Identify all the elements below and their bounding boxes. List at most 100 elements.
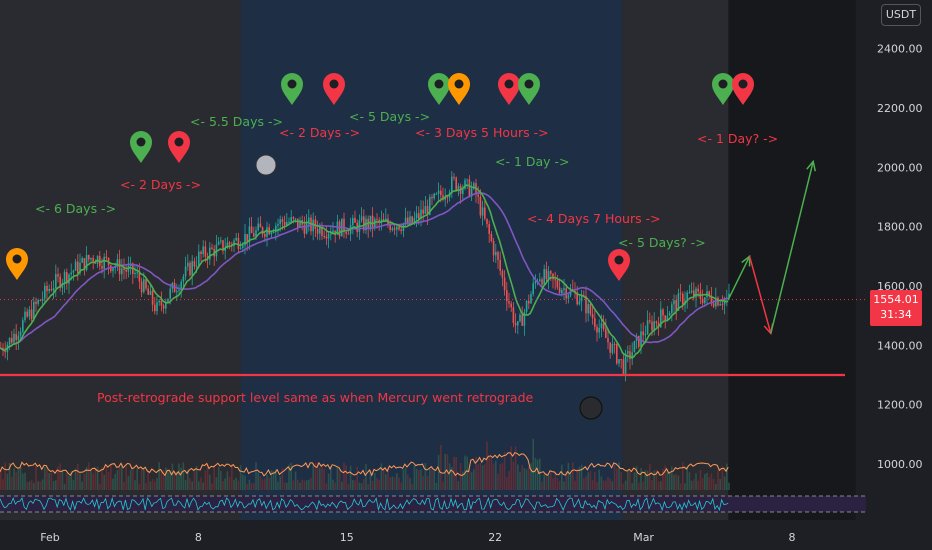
projection-arrow — [748, 256, 772, 334]
volume-bar — [290, 462, 292, 490]
volume-bar — [376, 478, 378, 490]
volume-bar — [145, 483, 147, 490]
volume-bar — [629, 471, 631, 490]
last-price-value: 1554.01 — [873, 293, 919, 306]
volume-bar — [389, 477, 391, 490]
candle-body — [503, 277, 506, 291]
candle-body — [202, 246, 204, 255]
volume-bar — [0, 469, 2, 490]
volume-bar — [556, 477, 559, 490]
volume-bar — [286, 482, 288, 490]
candle-body — [134, 272, 136, 275]
y-tick-label: 1800.00 — [877, 221, 923, 234]
candle-body — [624, 353, 627, 374]
candle-body — [46, 285, 48, 292]
volume-bar — [521, 464, 523, 490]
candle-body — [125, 270, 127, 272]
volume-bar — [708, 477, 710, 490]
candle-body — [363, 216, 365, 231]
duration-annotation: <- 5 Days? -> — [618, 235, 706, 250]
volume-bar — [217, 467, 220, 490]
volume-bar — [253, 483, 255, 490]
candle-body — [39, 300, 42, 302]
volume-bar — [134, 480, 136, 490]
volume-bar — [226, 471, 229, 490]
candle-body — [492, 240, 495, 256]
volume-bar — [224, 478, 226, 490]
candle-body — [371, 215, 374, 227]
volume-bar — [528, 466, 530, 490]
volume-bar — [325, 483, 328, 490]
volume-bar — [426, 475, 429, 490]
volume-bar — [587, 472, 589, 490]
volume-bar — [198, 481, 200, 490]
pin-shape — [498, 73, 520, 105]
volume-bar — [349, 465, 352, 490]
candle-body — [589, 304, 592, 315]
candle-body — [182, 276, 185, 282]
volume-bar — [365, 463, 367, 490]
candle-body — [277, 223, 279, 226]
y-tick-label: 2400.00 — [877, 43, 923, 56]
volume-bar — [259, 475, 262, 490]
pin-hole — [614, 255, 624, 265]
candle-body — [462, 188, 464, 194]
candle-body — [396, 226, 398, 230]
candle-body — [360, 216, 363, 221]
pin-shape — [6, 248, 28, 280]
volume-bar — [363, 479, 365, 490]
candle-body — [242, 245, 244, 248]
volume-bar — [398, 477, 400, 490]
candle-body — [552, 273, 554, 280]
candle-body — [649, 320, 651, 322]
volume-bar — [473, 469, 475, 490]
volume-bar — [33, 482, 35, 490]
candle-body — [435, 193, 438, 195]
volume-bar — [662, 468, 664, 490]
volume-bar — [215, 477, 218, 490]
pin-hole — [174, 137, 184, 147]
candle-body — [530, 294, 532, 304]
candle-body — [495, 252, 497, 256]
currency-badge[interactable]: USDT — [881, 4, 921, 26]
candle-body — [72, 270, 75, 273]
candle-body — [534, 281, 537, 284]
volume-bar — [334, 482, 336, 490]
volume-bar — [374, 473, 376, 490]
candle-body — [657, 322, 660, 328]
volume-bar — [679, 483, 682, 490]
volume-bar — [655, 469, 658, 490]
volume-bar — [48, 473, 50, 490]
candle-body — [259, 223, 262, 228]
volume-bar — [569, 474, 572, 490]
volume-bar — [440, 444, 442, 490]
candle-body — [116, 259, 119, 267]
candle-body — [525, 300, 528, 312]
volume-bar — [143, 467, 145, 490]
candle-body — [697, 288, 699, 292]
candle-body — [22, 320, 24, 332]
volume-bar — [35, 464, 37, 490]
volume-bar — [101, 467, 103, 490]
volume-bar — [250, 483, 253, 490]
candle-body — [217, 241, 220, 245]
candle-body — [380, 219, 383, 223]
candle-body — [169, 288, 171, 299]
duration-annotation: <- 4 Days 7 Hours -> — [527, 211, 661, 226]
pin-shape — [130, 131, 152, 163]
volume-bar — [116, 469, 119, 490]
candle-body — [154, 304, 156, 312]
volume-bar — [501, 463, 504, 490]
candle-body — [523, 311, 526, 326]
volume-bar — [248, 479, 251, 490]
y-tick-label: 1000.00 — [877, 458, 923, 471]
volume-bar — [94, 468, 97, 490]
volume-bar — [618, 462, 620, 490]
volume-bar — [321, 463, 323, 490]
candle-body — [715, 297, 717, 307]
candle-body — [455, 177, 457, 190]
candle-body — [165, 302, 167, 309]
volume-bar — [279, 476, 281, 490]
volume-bar — [204, 470, 207, 490]
